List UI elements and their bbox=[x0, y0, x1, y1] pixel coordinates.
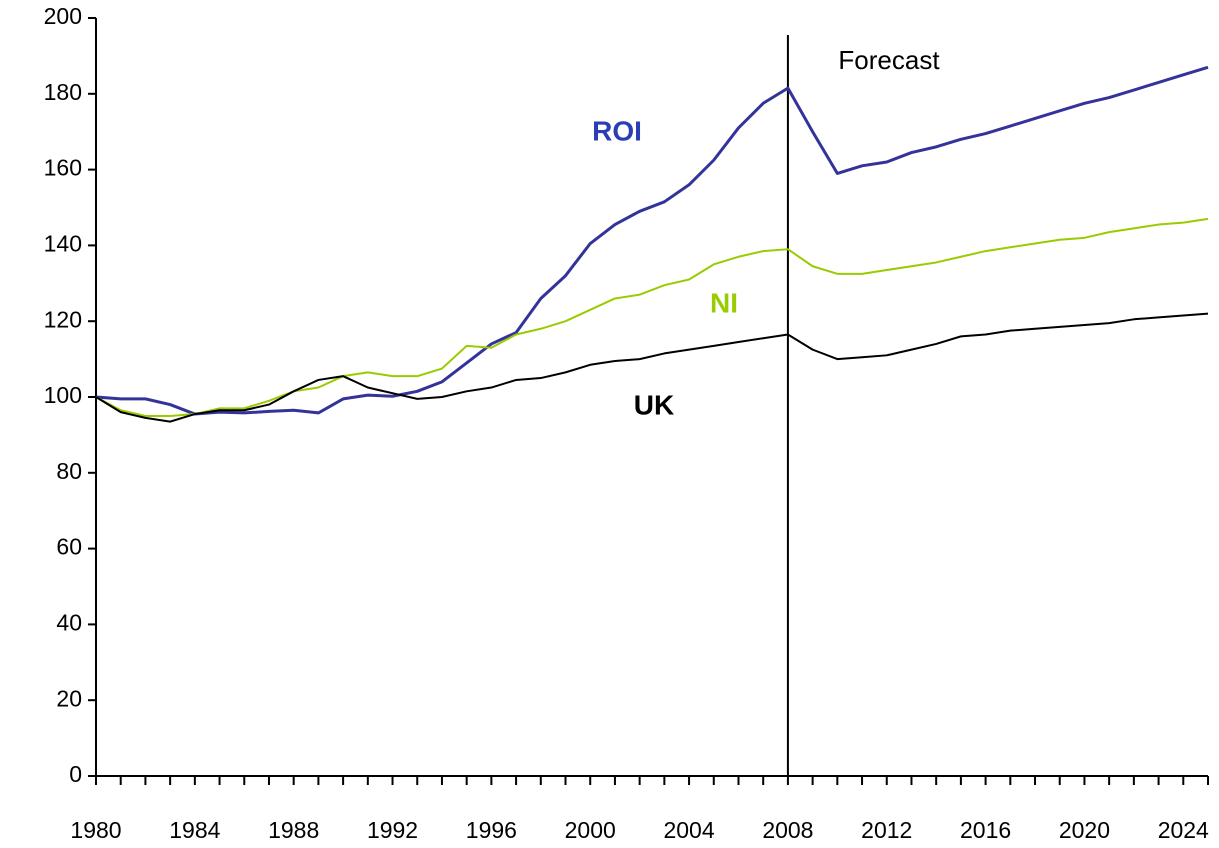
y-tick-label: 140 bbox=[44, 230, 82, 256]
x-tick-label: 2016 bbox=[960, 817, 1011, 843]
y-tick-label: 160 bbox=[44, 155, 82, 181]
x-tick-label: 2024 bbox=[1158, 817, 1209, 843]
y-tick-label: 100 bbox=[44, 382, 82, 408]
x-tick-label: 2000 bbox=[565, 817, 616, 843]
series-label: ROI bbox=[592, 115, 642, 146]
x-tick-label: 1988 bbox=[268, 817, 319, 843]
y-tick-label: 20 bbox=[56, 685, 82, 711]
y-tick-label: 200 bbox=[44, 3, 82, 29]
series-line bbox=[95, 312, 1209, 423]
x-tick-label: 2020 bbox=[1059, 817, 1110, 843]
series-label: NI bbox=[710, 287, 738, 318]
y-tick-label: 40 bbox=[56, 609, 82, 635]
y-tick-label: 120 bbox=[44, 306, 82, 332]
y-tick-label: 60 bbox=[56, 534, 82, 560]
series-line bbox=[95, 65, 1209, 416]
x-tick-label: 2008 bbox=[762, 817, 813, 843]
x-tick-label: 1980 bbox=[70, 817, 121, 843]
series-label: UK bbox=[634, 389, 674, 420]
x-tick-label: 2012 bbox=[861, 817, 912, 843]
x-tick-label: 2004 bbox=[663, 817, 714, 843]
series-line bbox=[95, 217, 1209, 417]
y-tick-label: 0 bbox=[69, 761, 82, 787]
x-tick-label: 1984 bbox=[169, 817, 220, 843]
y-tick-label: 180 bbox=[44, 79, 82, 105]
forecast-label: Forecast bbox=[838, 45, 940, 75]
x-tick-label: 1992 bbox=[367, 817, 418, 843]
y-tick-label: 80 bbox=[56, 458, 82, 484]
x-tick-label: 1996 bbox=[466, 817, 517, 843]
